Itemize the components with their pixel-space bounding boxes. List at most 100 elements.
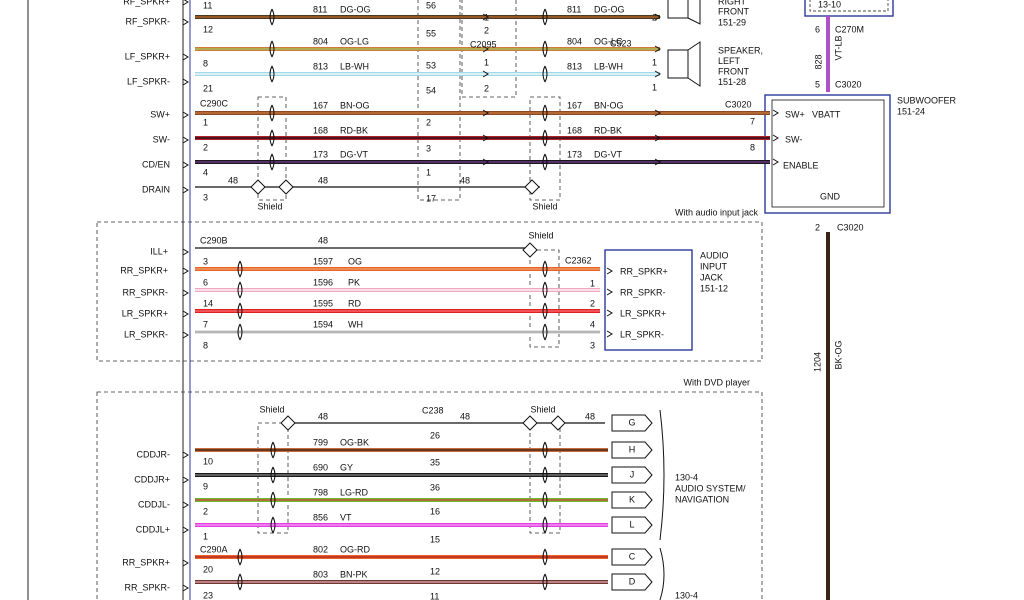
label: 813 (313, 61, 328, 71)
brace (659, 409, 665, 541)
arrow (606, 267, 613, 275)
label: 35 (430, 457, 440, 467)
label: SUBWOOFER (897, 95, 957, 105)
label: 10 (203, 456, 213, 466)
label: RR_SPKR- (124, 582, 170, 592)
arrow (182, 289, 189, 297)
label: Shield (532, 201, 557, 211)
label: 9 (203, 481, 208, 491)
twist (237, 260, 243, 278)
label: 1594 (313, 319, 333, 329)
twist (542, 65, 548, 83)
label: H (629, 444, 636, 454)
label: 798 (313, 487, 328, 497)
label: FRONT (718, 66, 749, 76)
label: 130-4 (675, 590, 698, 600)
twist (542, 260, 548, 278)
arrow (182, 136, 189, 144)
label: 799 (313, 437, 328, 447)
label: 173 (567, 149, 582, 159)
arrow (182, 559, 189, 567)
label: C3020 (725, 99, 752, 109)
label: 151-24 (897, 106, 925, 116)
twist (542, 491, 548, 509)
connector-box (417, 0, 461, 201)
label: SPEAKER, (718, 45, 763, 55)
twist (542, 441, 548, 459)
label: Shield (528, 230, 553, 240)
arrow (182, 248, 189, 256)
twist (269, 65, 275, 83)
label: 3 (426, 143, 431, 153)
shield (522, 242, 538, 258)
shield-box (529, 249, 560, 348)
arrow (482, 45, 489, 53)
arrow (482, 13, 489, 21)
arrow (182, 331, 189, 339)
option-box (96, 221, 763, 362)
terminal (611, 548, 653, 566)
label: DG-VT (340, 149, 369, 159)
speaker (687, 0, 701, 25)
label: C290A (200, 544, 228, 554)
label: RR_SPKR- (620, 287, 666, 297)
option-box (96, 391, 763, 600)
arrow (654, 134, 661, 142)
arrow (182, 476, 189, 484)
arrow (182, 501, 189, 509)
label: 13-10 (818, 0, 841, 9)
arrow (182, 584, 189, 592)
label: 48 (460, 411, 470, 421)
label: D (629, 576, 636, 586)
speaker (687, 41, 701, 87)
label: BK-OG (833, 340, 843, 369)
label: 803 (313, 569, 328, 579)
label: RD-BK (340, 125, 368, 135)
label: 2 (203, 142, 208, 152)
arrow (654, 70, 661, 78)
label: LR_SPKR- (620, 329, 664, 339)
label: 14 (203, 298, 213, 308)
label: 5 (815, 79, 820, 89)
label: C2362 (565, 255, 592, 265)
label: 3 (590, 340, 595, 350)
label: LR_SPKR+ (620, 308, 666, 318)
label: 56 (426, 0, 436, 10)
label: C290B (200, 235, 228, 245)
label: LF_SPKR- (127, 76, 170, 86)
label: 7 (203, 319, 208, 329)
arrow (772, 109, 779, 117)
shield (522, 415, 538, 431)
label: 167 (567, 100, 582, 110)
label: 7 (750, 116, 755, 126)
label: 151-28 (718, 77, 746, 87)
arrow (182, 161, 189, 169)
label: C (629, 551, 636, 561)
label: 48 (318, 411, 328, 421)
label: 173 (313, 149, 328, 159)
arrow (606, 288, 613, 296)
twist (542, 129, 548, 147)
label: LR_SPKR- (124, 329, 168, 339)
label: 151-12 (700, 283, 728, 293)
label: 2 (484, 25, 489, 35)
label: 167 (313, 100, 328, 110)
label: 802 (313, 544, 328, 554)
twist (542, 281, 548, 299)
label: DG-VT (594, 149, 623, 159)
label: 813 (567, 61, 582, 71)
label: RF_SPKR+ (123, 0, 170, 6)
label: 12 (430, 566, 440, 576)
label: RD (348, 298, 361, 308)
arrow (772, 134, 779, 142)
twist (237, 548, 243, 566)
terminal (611, 516, 653, 534)
label: 11 (203, 0, 212, 10)
label: 2 (590, 298, 595, 308)
label: GND (820, 191, 841, 201)
label: 23 (203, 590, 213, 600)
label: C270M (835, 24, 864, 34)
label: 20 (203, 564, 213, 574)
